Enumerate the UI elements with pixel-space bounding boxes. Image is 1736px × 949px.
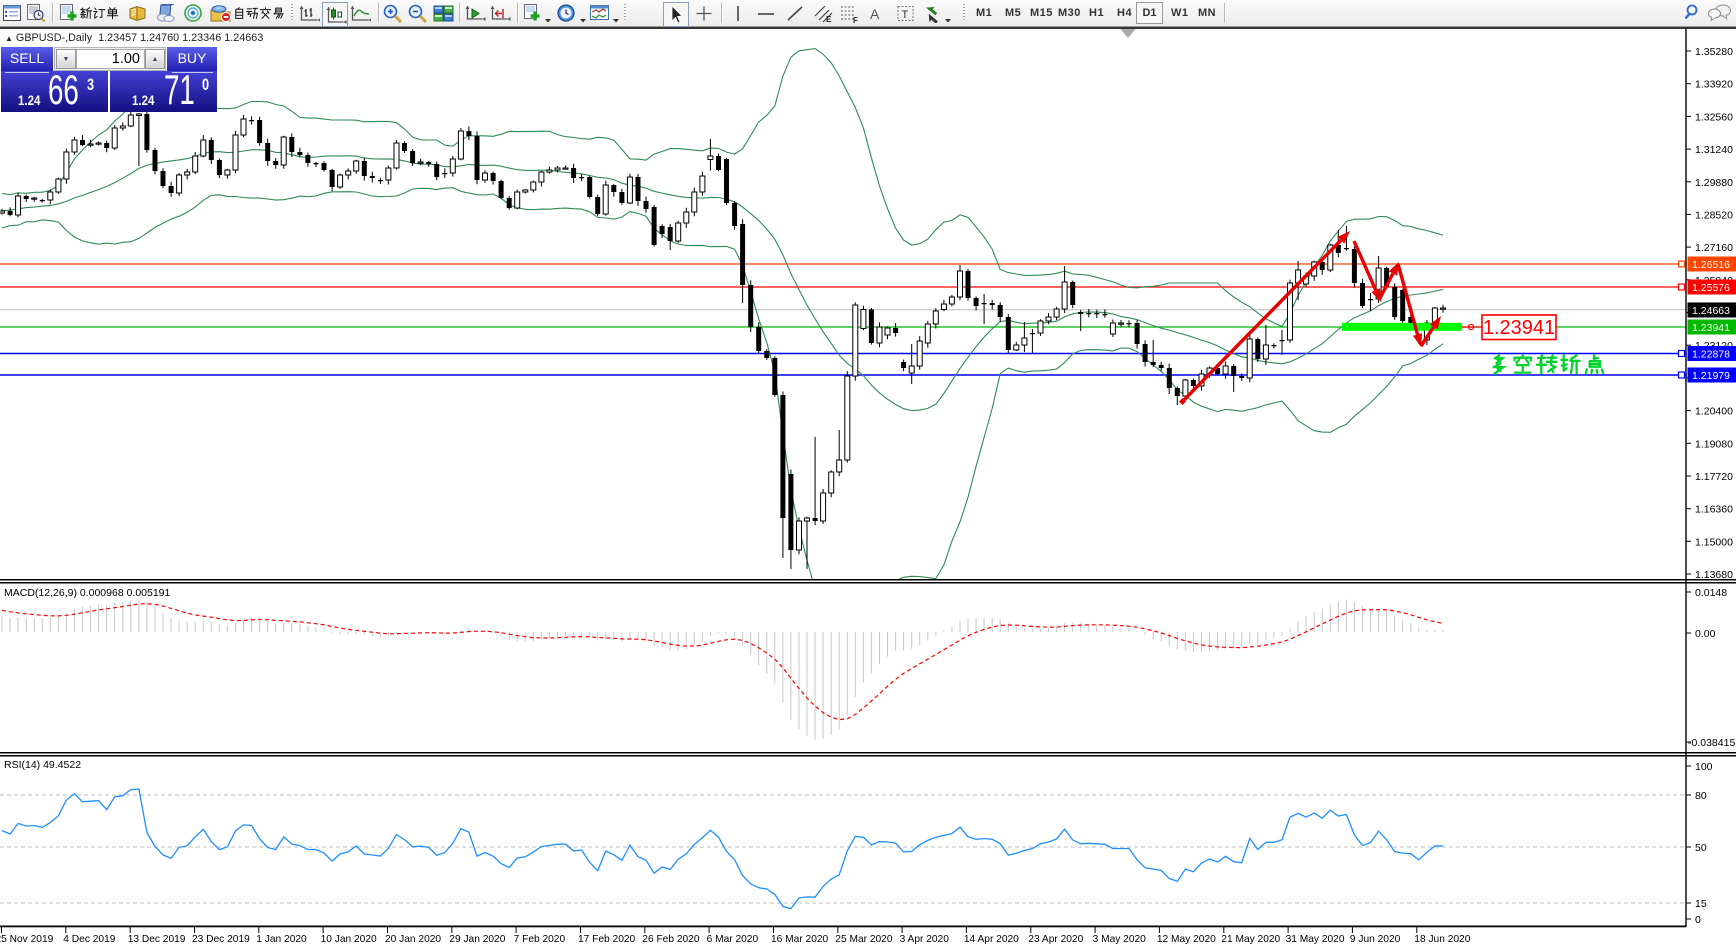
svg-text:3 Apr 2020: 3 Apr 2020 bbox=[900, 934, 950, 945]
svg-text:1.32560: 1.32560 bbox=[1695, 111, 1733, 123]
svg-text:1.29880: 1.29880 bbox=[1695, 177, 1733, 189]
svg-text:1.35280: 1.35280 bbox=[1695, 46, 1733, 58]
svg-text:10 Jan 2020: 10 Jan 2020 bbox=[321, 934, 377, 945]
svg-text:1.17720: 1.17720 bbox=[1695, 471, 1733, 483]
svg-text:1.15000: 1.15000 bbox=[1695, 536, 1733, 548]
svg-text:29 Jan 2020: 29 Jan 2020 bbox=[449, 934, 505, 945]
svg-text:1.26516: 1.26516 bbox=[1692, 259, 1730, 271]
svg-text:80: 80 bbox=[1695, 790, 1707, 802]
svg-text:14 Apr 2020: 14 Apr 2020 bbox=[964, 934, 1019, 945]
svg-text:12 May 2020: 12 May 2020 bbox=[1157, 934, 1216, 945]
svg-text:1.25576: 1.25576 bbox=[1692, 282, 1730, 294]
svg-text:F: F bbox=[853, 16, 858, 23]
svg-text:21 May 2020: 21 May 2020 bbox=[1221, 934, 1280, 945]
svg-text:0: 0 bbox=[1695, 914, 1701, 926]
svg-text:6 Mar 2020: 6 Mar 2020 bbox=[707, 934, 759, 945]
svg-text:1.16360: 1.16360 bbox=[1695, 504, 1733, 516]
svg-text:13 Dec 2019: 13 Dec 2019 bbox=[128, 934, 186, 945]
svg-text:25 Mar 2020: 25 Mar 2020 bbox=[835, 934, 893, 945]
svg-text:20 Jan 2020: 20 Jan 2020 bbox=[385, 934, 441, 945]
svg-text:25 Nov 2019: 25 Nov 2019 bbox=[0, 934, 54, 945]
svg-text:A: A bbox=[870, 6, 880, 22]
svg-text:4 Dec 2019: 4 Dec 2019 bbox=[63, 934, 115, 945]
svg-text:0.0148: 0.0148 bbox=[1695, 587, 1727, 599]
svg-text:1.23941: 1.23941 bbox=[1483, 317, 1555, 339]
svg-text:RSI(14) 49.4522: RSI(14) 49.4522 bbox=[4, 759, 81, 771]
svg-text:16 Mar 2020: 16 Mar 2020 bbox=[771, 934, 829, 945]
svg-text:7 Feb 2020: 7 Feb 2020 bbox=[514, 934, 566, 945]
svg-text:1.33920: 1.33920 bbox=[1695, 79, 1733, 91]
svg-text:50: 50 bbox=[1695, 842, 1707, 854]
svg-text:9 Jun 2020: 9 Jun 2020 bbox=[1350, 934, 1401, 945]
svg-text:E: E bbox=[826, 15, 832, 23]
svg-text:100: 100 bbox=[1695, 761, 1713, 773]
svg-text:23 Apr 2020: 23 Apr 2020 bbox=[1028, 934, 1083, 945]
svg-text:0.00: 0.00 bbox=[1695, 628, 1716, 640]
svg-text:-0.038415: -0.038415 bbox=[1688, 737, 1735, 749]
svg-text:15: 15 bbox=[1695, 898, 1707, 910]
svg-text:26 Feb 2020: 26 Feb 2020 bbox=[642, 934, 700, 945]
svg-text:1.22878: 1.22878 bbox=[1692, 349, 1730, 361]
svg-text:31 May 2020: 31 May 2020 bbox=[1286, 934, 1345, 945]
svg-text:1 Jan 2020: 1 Jan 2020 bbox=[256, 934, 307, 945]
svg-text:3 May 2020: 3 May 2020 bbox=[1093, 934, 1147, 945]
svg-text:1.20400: 1.20400 bbox=[1695, 406, 1733, 418]
svg-text:1.27160: 1.27160 bbox=[1695, 242, 1733, 254]
svg-text:1.28520: 1.28520 bbox=[1695, 209, 1733, 221]
svg-text:1.21979: 1.21979 bbox=[1692, 370, 1730, 382]
svg-text:1.31240: 1.31240 bbox=[1695, 144, 1733, 156]
svg-text:1.13680: 1.13680 bbox=[1695, 569, 1733, 581]
svg-text:1.19080: 1.19080 bbox=[1695, 438, 1733, 450]
svg-text:23 Dec 2019: 23 Dec 2019 bbox=[192, 934, 250, 945]
svg-text:18 Jun 2020: 18 Jun 2020 bbox=[1414, 934, 1470, 945]
svg-text:T: T bbox=[902, 9, 909, 21]
svg-text:MACD(12,26,9) 0.000968 0.00519: MACD(12,26,9) 0.000968 0.005191 bbox=[4, 587, 171, 599]
svg-text:1.24663: 1.24663 bbox=[1692, 305, 1730, 317]
svg-text:1.23941: 1.23941 bbox=[1692, 322, 1730, 334]
svg-text:17 Feb 2020: 17 Feb 2020 bbox=[578, 934, 636, 945]
